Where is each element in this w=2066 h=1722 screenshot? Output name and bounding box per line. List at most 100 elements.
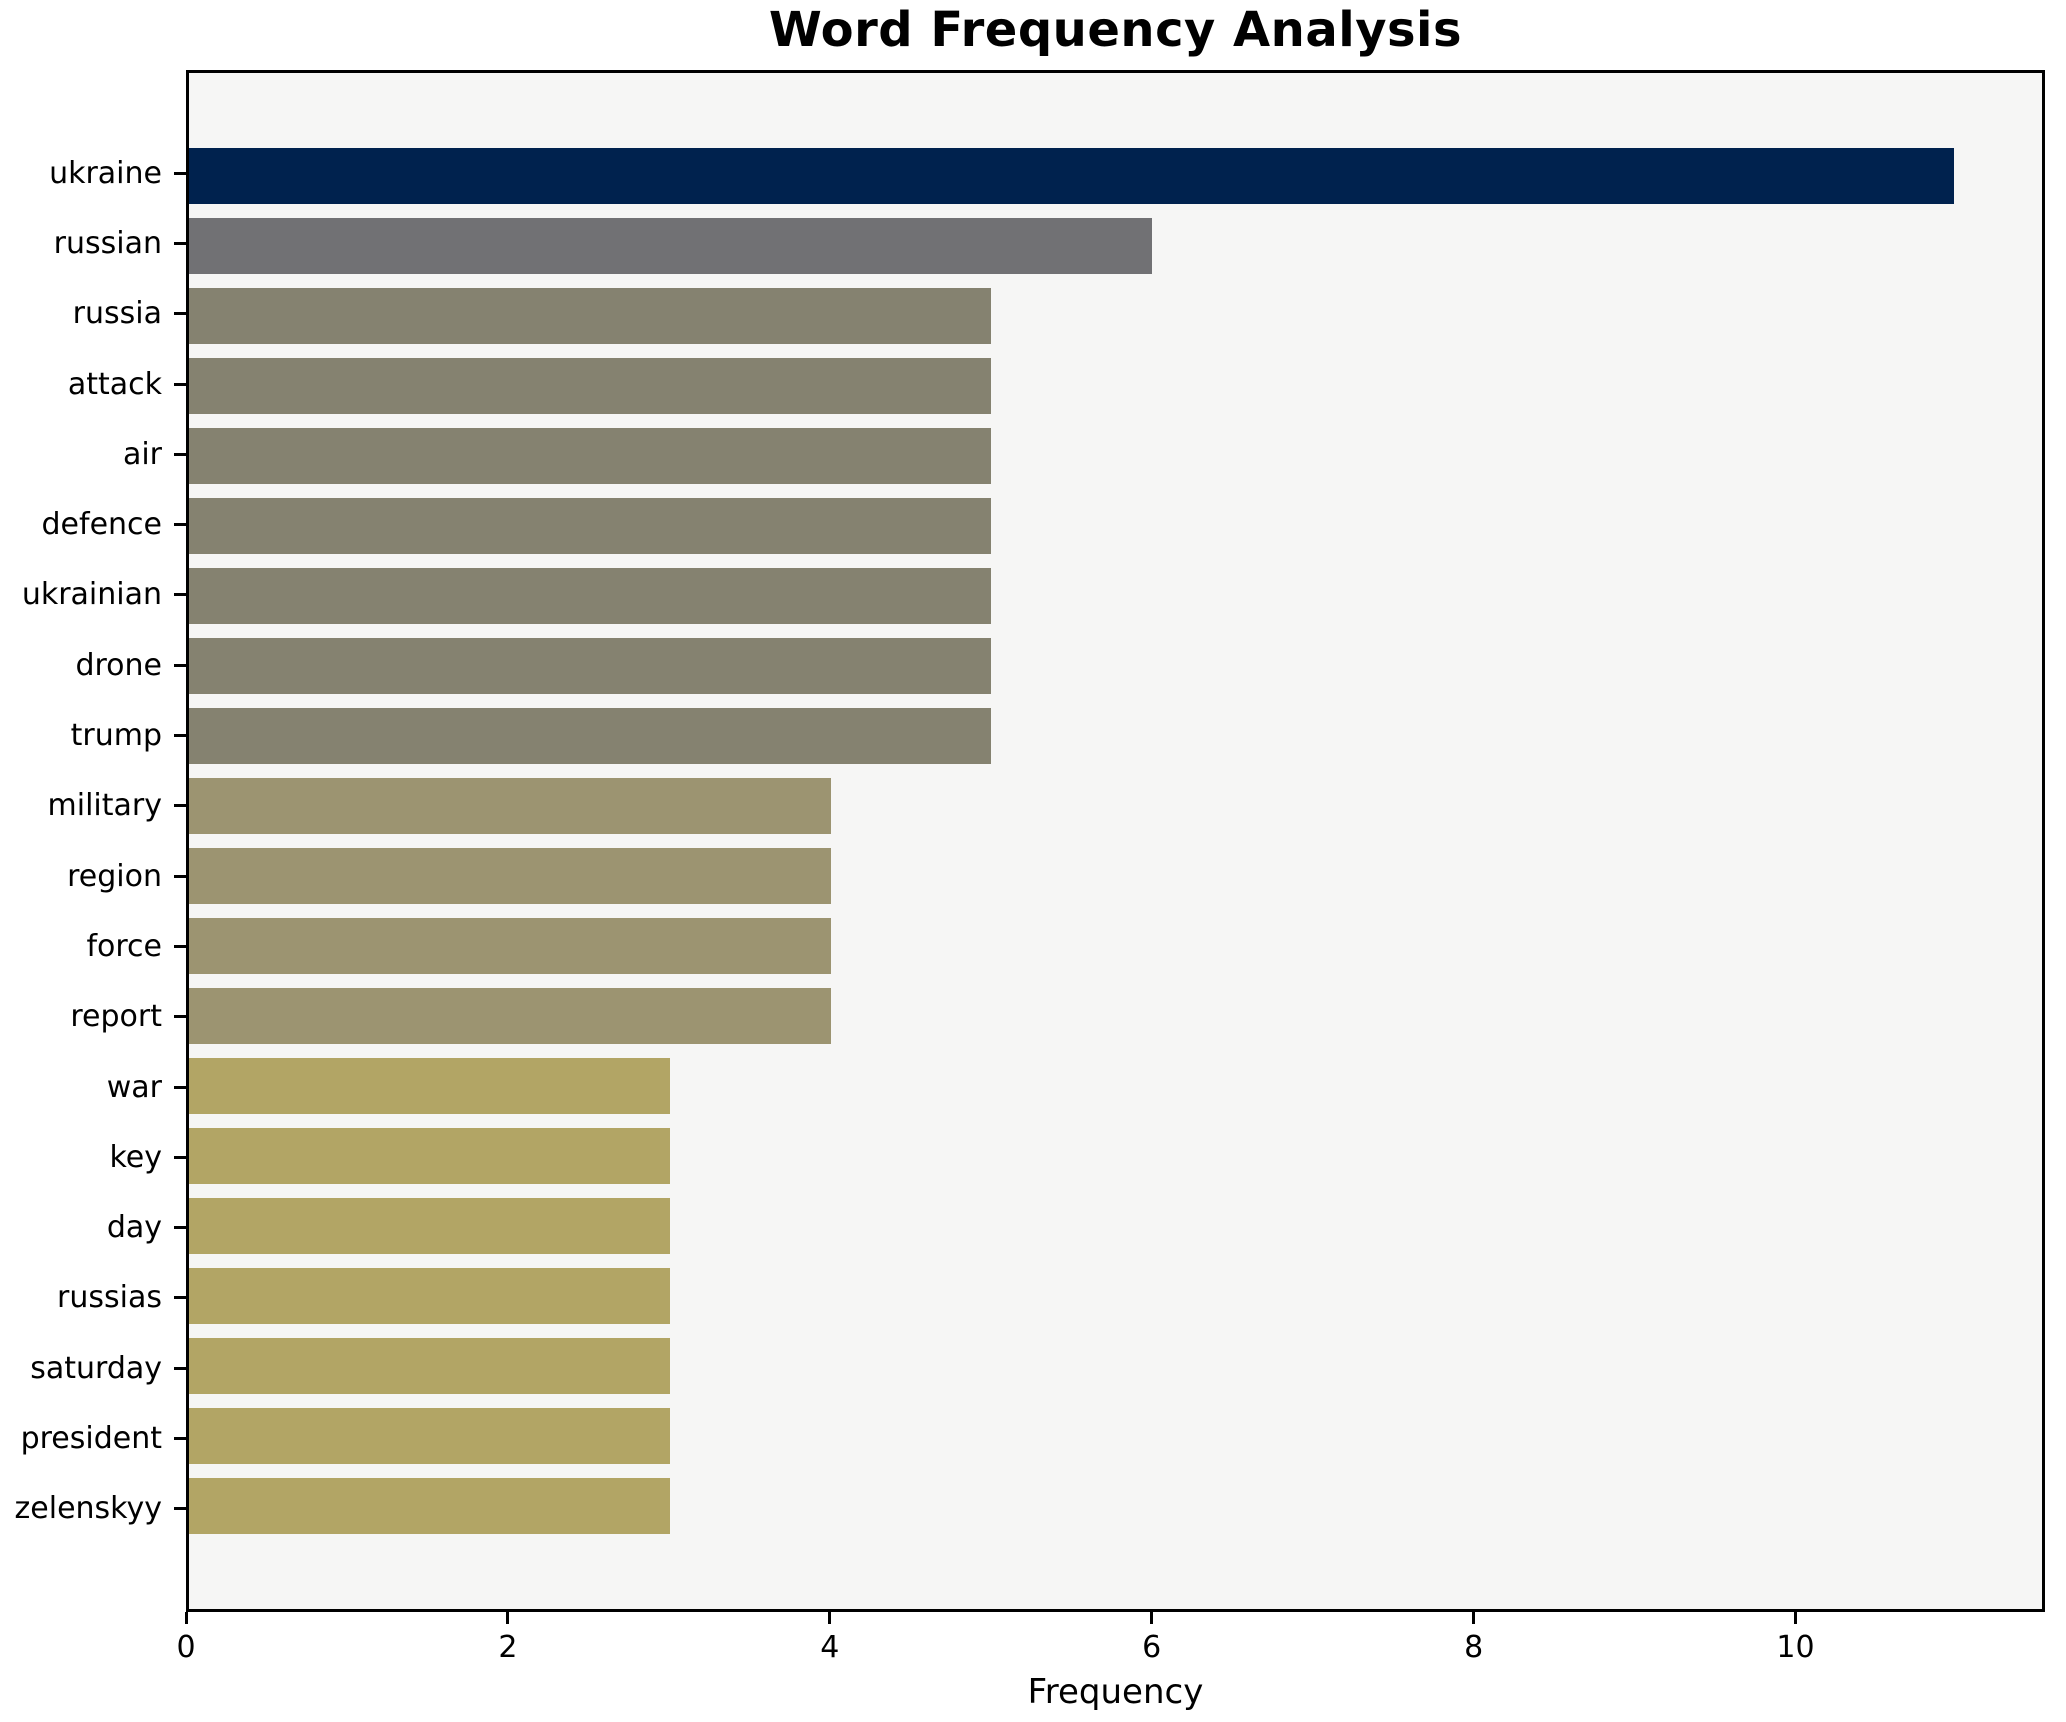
bar-force: [189, 918, 831, 974]
y-label-row: day: [0, 1192, 186, 1262]
y-tick-mark: [174, 593, 186, 597]
y-axis-label-war: war: [106, 1069, 162, 1105]
y-axis: ukraine russian russia attack air defence ukra…: [0, 70, 186, 1612]
y-tick-mark: [174, 241, 186, 245]
y-label-row: ukrainian: [0, 560, 186, 630]
y-label-row: key: [0, 1122, 186, 1192]
bar-row: [189, 281, 2042, 351]
x-axis: 0 2 4 6 8 10: [176, 1612, 2045, 1682]
y-axis-label-air: air: [122, 436, 162, 472]
bar-zelenskyy: [189, 1478, 671, 1534]
y-tick-mark: [174, 1296, 186, 1300]
bar-president: [189, 1408, 671, 1464]
y-axis-label-military: military: [47, 788, 162, 824]
y-label-row: ukraine: [0, 138, 186, 208]
y-axis-label-force: force: [86, 928, 162, 964]
bar-row: [189, 701, 2042, 771]
x-tick-label-8: 8: [1464, 1630, 1484, 1665]
y-label-row: defence: [0, 489, 186, 559]
y-tick-mark: [174, 523, 186, 527]
bar-row: [189, 351, 2042, 421]
bar-region: [189, 848, 831, 904]
y-tick-mark: [174, 944, 186, 948]
bar-drone: [189, 638, 992, 694]
y-label-row: president: [0, 1403, 186, 1473]
y-label-row: war: [0, 1052, 186, 1122]
bar-row: [189, 1471, 2042, 1541]
y-tick-mark: [174, 312, 186, 316]
y-axis-label-ukrainian: ukrainian: [21, 577, 162, 613]
bar-row: [189, 211, 2042, 281]
bars-container: [189, 73, 2042, 1609]
bar-attack: [189, 358, 992, 414]
y-axis-label-report: report: [70, 999, 162, 1035]
y-axis-label-key: key: [109, 1139, 162, 1175]
y-label-row: force: [0, 911, 186, 981]
bar-military: [189, 778, 831, 834]
bar-row: [189, 141, 2042, 211]
y-axis-label-russia: russia: [72, 296, 162, 332]
y-tick-mark: [174, 1015, 186, 1019]
bar-row: [189, 1121, 2042, 1191]
y-tick-mark: [174, 1366, 186, 1370]
bar-russia: [189, 288, 992, 344]
x-tick-mark: [1150, 1612, 1154, 1624]
bar-air: [189, 428, 992, 484]
bar-key: [189, 1128, 671, 1184]
x-tick-label-4: 4: [820, 1630, 840, 1665]
bar-russian: [189, 218, 1152, 274]
bar-row: [189, 1401, 2042, 1471]
y-axis-label-saturday: saturday: [30, 1350, 162, 1386]
y-label-row: saturday: [0, 1333, 186, 1403]
x-tick-mark: [1794, 1612, 1798, 1624]
y-axis-label-attack: attack: [67, 366, 162, 402]
x-tick-mark: [506, 1612, 510, 1624]
bar-row: [189, 1191, 2042, 1261]
bar-day: [189, 1198, 671, 1254]
bar-row: [189, 771, 2042, 841]
bar-ukrainian: [189, 568, 992, 624]
bar-report: [189, 988, 831, 1044]
y-tick-mark: [174, 663, 186, 667]
y-label-row: zelenskyy: [0, 1474, 186, 1544]
y-label-row: russian: [0, 208, 186, 278]
y-axis-label-russian: russian: [53, 225, 162, 261]
y-tick-mark: [174, 1085, 186, 1089]
y-tick-mark: [174, 1436, 186, 1440]
bar-row: [189, 911, 2042, 981]
bar-defence: [189, 498, 992, 554]
bar-row: [189, 491, 2042, 561]
y-label-row: military: [0, 771, 186, 841]
bar-row: [189, 631, 2042, 701]
x-tick-label-10: 10: [1776, 1630, 1815, 1665]
y-axis-label-president: president: [20, 1420, 162, 1456]
y-label-row: trump: [0, 700, 186, 770]
y-axis-label-defence: defence: [41, 507, 162, 543]
x-tick-mark: [1472, 1612, 1476, 1624]
y-label-row: region: [0, 841, 186, 911]
bar-trump: [189, 708, 992, 764]
y-tick-mark: [174, 874, 186, 878]
bar-row: [189, 841, 2042, 911]
y-label-row: report: [0, 982, 186, 1052]
plot-area: [186, 70, 2045, 1612]
y-axis-label-day: day: [106, 1210, 162, 1246]
y-label-row: russia: [0, 279, 186, 349]
y-tick-mark: [174, 1155, 186, 1159]
bar-row: [189, 1261, 2042, 1331]
y-tick-mark: [174, 171, 186, 175]
x-axis-label: Frequency: [1027, 1672, 1204, 1712]
x-tick-label-2: 2: [498, 1630, 518, 1665]
x-tick-label-0: 0: [176, 1630, 196, 1665]
bar-russias: [189, 1268, 671, 1324]
bar-saturday: [189, 1338, 671, 1394]
bar-row: [189, 1051, 2042, 1121]
bar-row: [189, 561, 2042, 631]
y-label-row: air: [0, 419, 186, 489]
y-axis-label-zelenskyy: zelenskyy: [14, 1491, 162, 1527]
y-tick-mark: [174, 804, 186, 808]
bar-row: [189, 1331, 2042, 1401]
bar-row: [189, 421, 2042, 491]
y-tick-mark: [174, 734, 186, 738]
